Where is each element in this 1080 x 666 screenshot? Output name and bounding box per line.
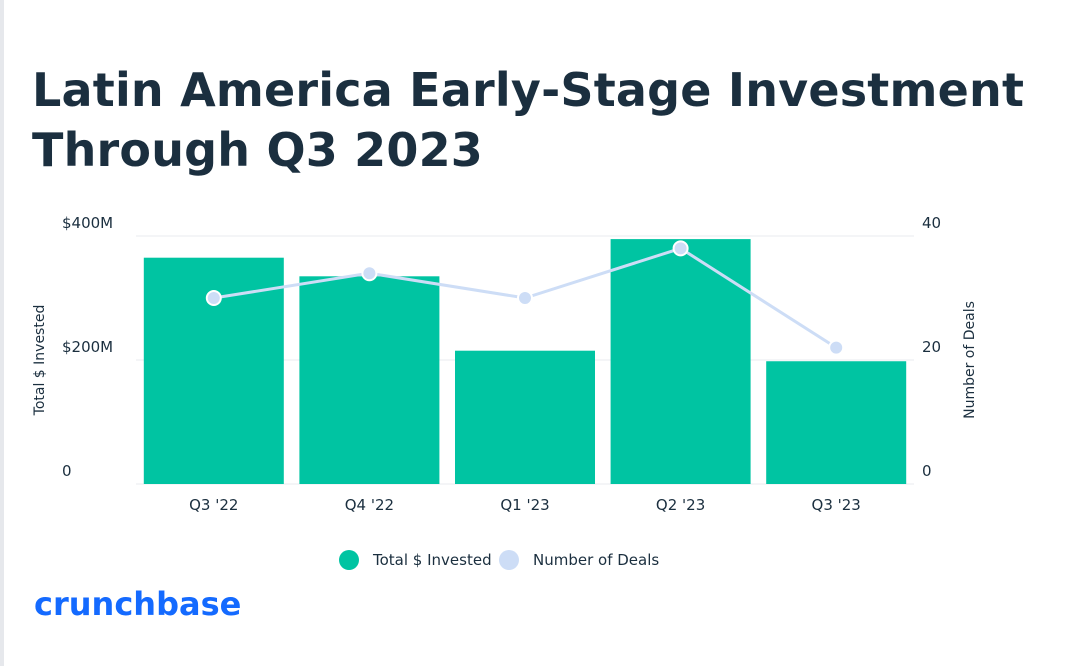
bar-1: [299, 276, 440, 484]
chart-title: Latin America Early-Stage Investment Thr…: [32, 60, 1032, 180]
right-tick-label-0: 0: [922, 462, 932, 480]
right-axis-title: Number of Deals: [962, 301, 978, 419]
left-edge-rule: [0, 0, 4, 666]
left-tick-label-0: 0: [62, 462, 72, 480]
legend-label-number-of-deals: Number of Deals: [533, 551, 659, 569]
left-axis-title: Total $ Invested: [32, 305, 48, 417]
bar-4: [766, 361, 907, 484]
legend-swatch-total-invested: [339, 550, 359, 570]
x-tick-label-2: Q1 '23: [500, 496, 549, 514]
legend-label-total-invested: Total $ Invested: [372, 551, 492, 569]
bar-series-total-invested: [143, 239, 907, 484]
x-tick-label-3: Q2 '23: [656, 496, 705, 514]
x-tick-label-1: Q4 '22: [345, 496, 394, 514]
bar-3: [610, 239, 751, 484]
line-series-number-of-deals: [205, 240, 845, 356]
legend-swatch-number-of-deals: [499, 550, 519, 570]
deals-point-4: [828, 339, 845, 356]
chart-title-line-1: Latin America Early-Stage Investment: [32, 63, 1025, 117]
deals-point-0: [205, 290, 222, 306]
bar-2: [455, 350, 595, 484]
crunchbase-logo: crunchbase: [34, 585, 242, 623]
right-tick-label-1: 20: [922, 338, 941, 356]
legend: Total $ Invested Number of Deals: [339, 550, 659, 570]
deals-point-2: [517, 290, 533, 306]
deals-point-3: [672, 240, 689, 257]
deals-point-1: [361, 265, 378, 282]
right-axis-ticks: 0 20 40: [922, 214, 941, 480]
chart-title-line-2: Through Q3 2023: [32, 123, 484, 177]
x-axis-ticks: Q3 '22 Q4 '22 Q1 '23 Q2 '23 Q3 '23: [189, 496, 861, 514]
left-axis-ticks: 0 $200M $400M: [62, 214, 113, 480]
right-tick-label-2: 40: [922, 214, 941, 232]
left-tick-label-1: $200M: [62, 338, 113, 356]
x-tick-label-0: Q3 '22: [189, 496, 238, 514]
left-tick-label-2: $400M: [62, 214, 113, 232]
x-tick-label-4: Q3 '23: [812, 496, 861, 514]
